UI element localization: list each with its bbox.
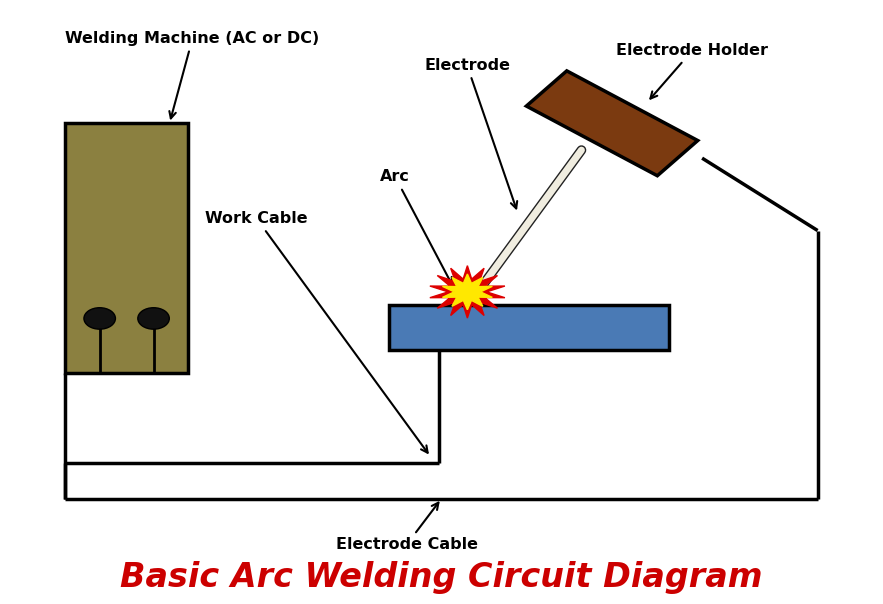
Text: Work Cable: Work Cable [206, 211, 427, 453]
Circle shape [84, 307, 116, 329]
Polygon shape [442, 274, 493, 310]
Text: Welding Machine (AC or DC): Welding Machine (AC or DC) [65, 31, 320, 118]
Text: Electrode: Electrode [424, 57, 517, 208]
Text: Electrode Holder: Electrode Holder [616, 43, 768, 98]
Text: Basic Arc Welding Circuit Diagram: Basic Arc Welding Circuit Diagram [120, 561, 763, 594]
Text: Electrode Cable: Electrode Cable [336, 503, 478, 552]
Polygon shape [430, 266, 505, 318]
Circle shape [138, 307, 170, 329]
Polygon shape [526, 71, 698, 176]
Bar [65, 123, 188, 373]
Text: Arc: Arc [381, 169, 452, 284]
Bar [389, 305, 669, 350]
